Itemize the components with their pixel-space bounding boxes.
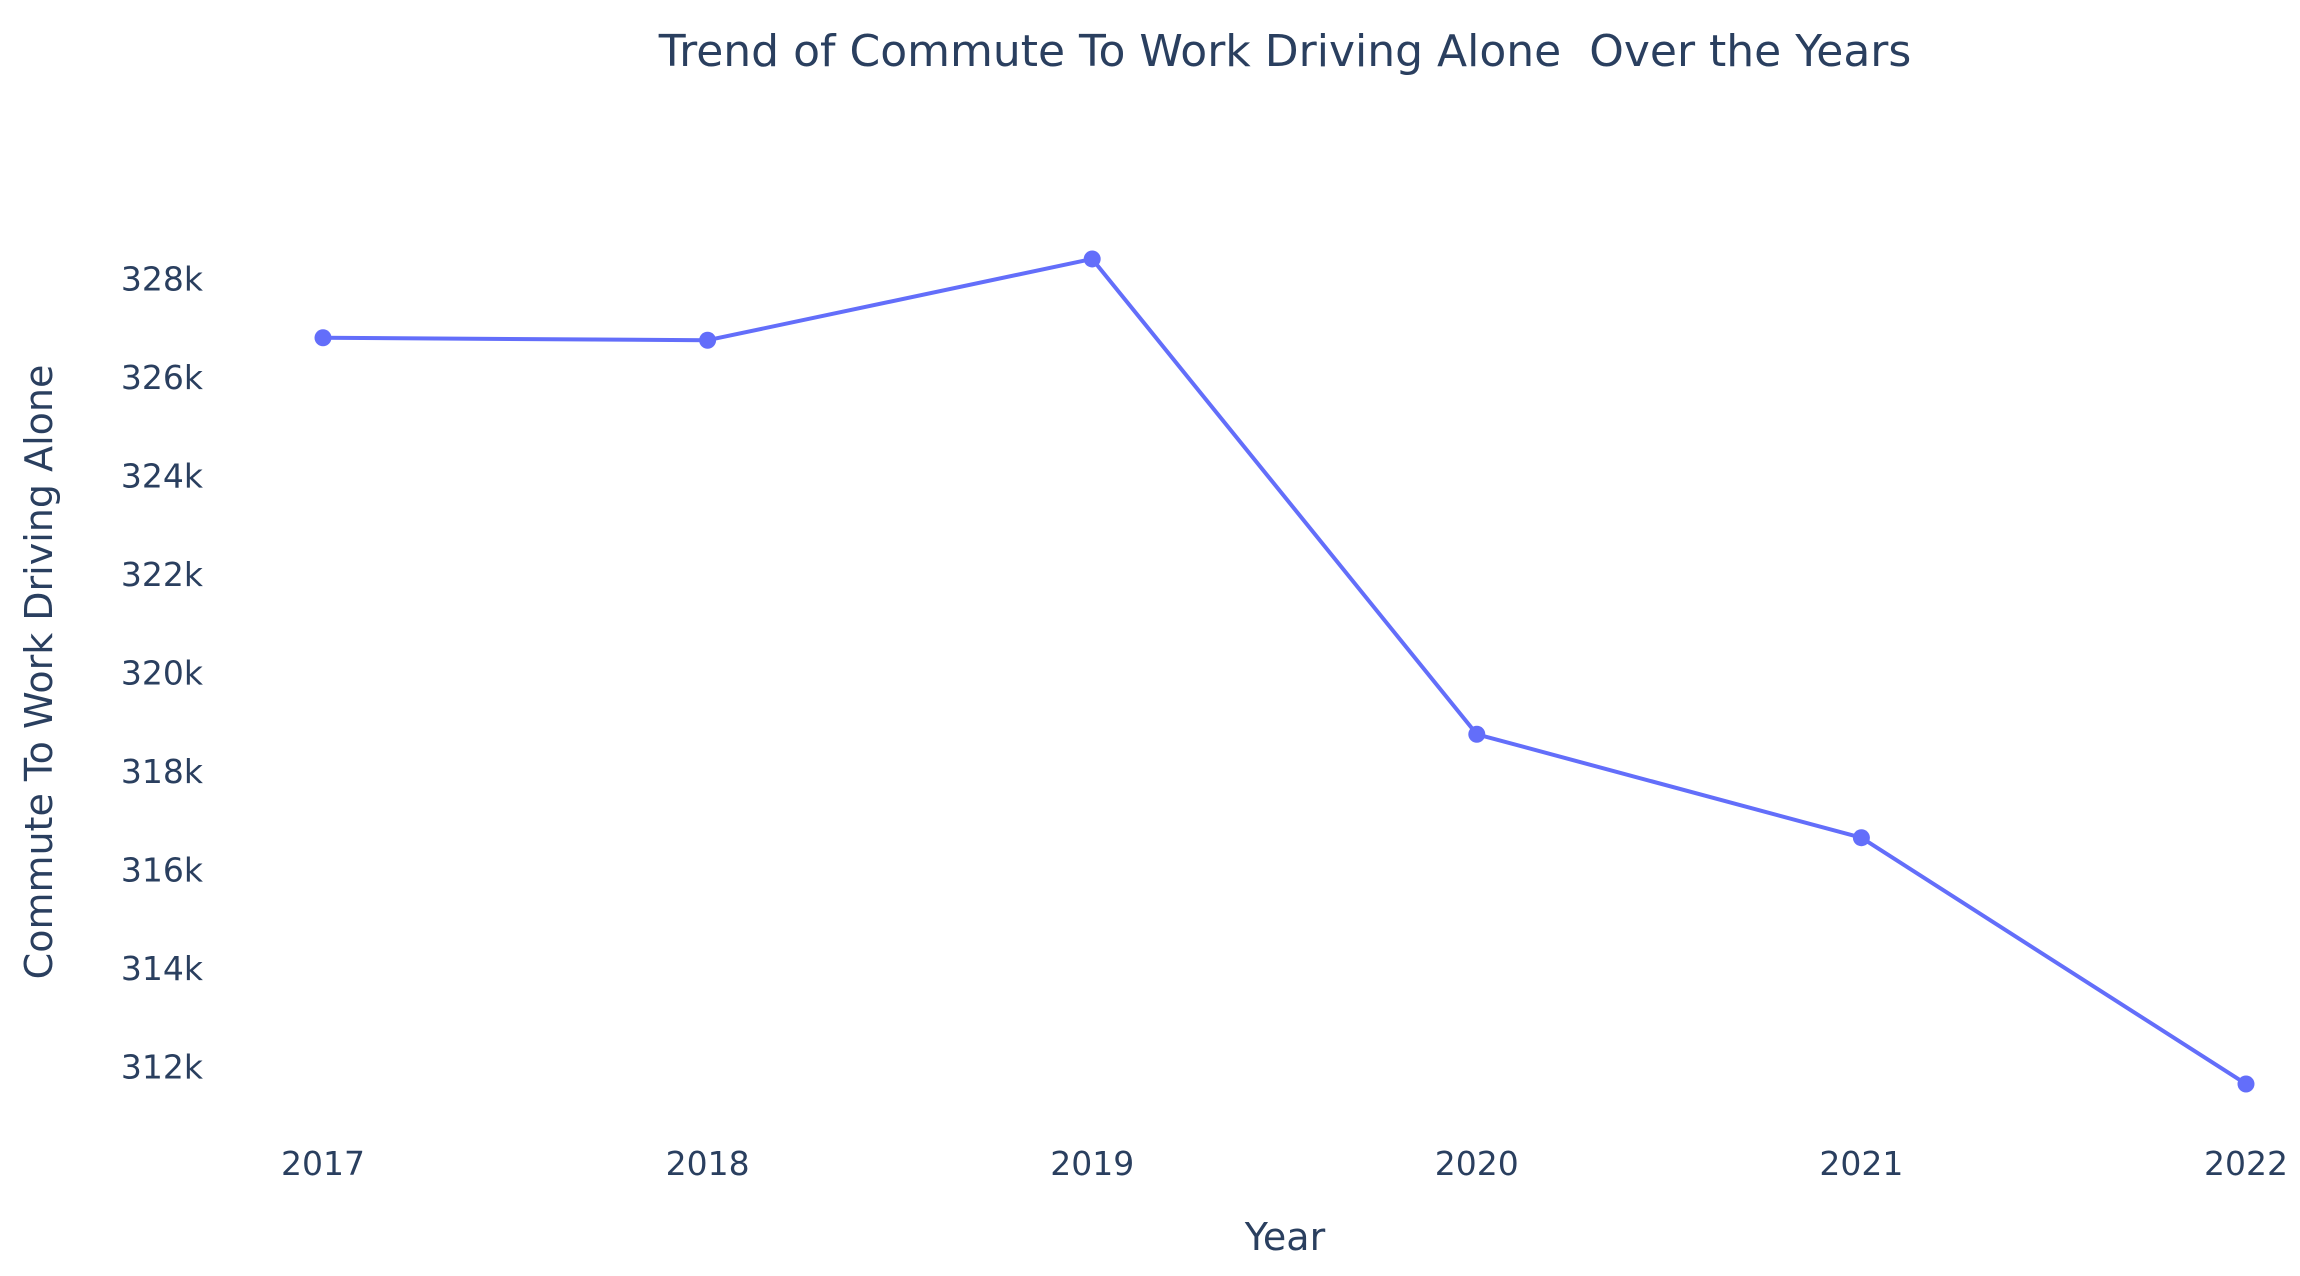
y-axis-ticks: 312k 314k 316k 318k 320k 322k 324k 326k 328k [121,260,204,1087]
y-tick-label: 326k [121,358,204,397]
x-tick-label: 2020 [1435,1144,1519,1183]
x-tick-label: 2018 [666,1144,750,1183]
series-line [322,256,2248,1086]
data-point [1083,250,1101,268]
y-tick-label: 316k [121,851,204,890]
x-tick-label: 2022 [2204,1144,2288,1183]
y-tick-label: 312k [121,1048,204,1087]
x-tick-label: 2019 [1050,1144,1134,1183]
x-tick-label: 2021 [1819,1144,1903,1183]
data-point [314,329,332,347]
y-tick-label: 324k [121,457,204,496]
data-point [1852,829,1870,847]
chart-title: Trend of Commute To Work Driving Alone O… [658,26,1912,77]
x-tick-label: 2017 [281,1144,365,1183]
series-layer [314,250,2255,1093]
data-point [699,331,717,349]
y-tick-label: 320k [121,654,204,693]
y-tick-label: 322k [121,555,204,594]
y-axis-title: Commute To Work Driving Alone [17,365,61,980]
y-tick-label: 318k [121,752,204,791]
y-tick-label: 314k [121,949,204,988]
x-axis-ticks: 2017 2018 2019 2020 2021 2022 [281,1144,2288,1183]
data-point [1468,725,1486,743]
x-axis-title: Year [1244,1215,1326,1259]
data-point [2237,1075,2255,1093]
y-tick-label: 328k [121,260,204,299]
